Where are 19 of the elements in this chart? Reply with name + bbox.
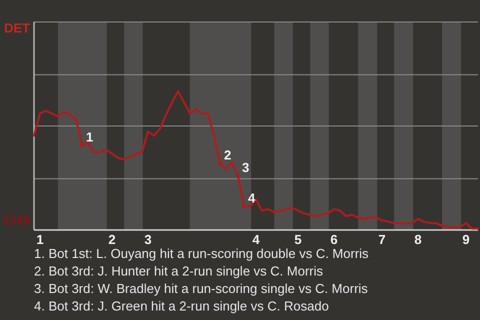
text: CHS <box>3 212 32 228</box>
series-label: 2 <box>224 147 232 162</box>
x-tick-label: 6 <box>330 232 338 247</box>
x-tick-label: 5 <box>294 232 302 247</box>
series-label: 4 <box>248 190 256 206</box>
series-label: 1 <box>86 129 94 144</box>
x-tick-label: 2 <box>108 232 116 247</box>
x-tick-label: 4 <box>252 232 260 247</box>
text: 4. Bot 3rd: J. Green hit a 2-run single vs C. Rosado <box>34 298 329 314</box>
x-tick-label: 3 <box>144 232 152 247</box>
text: DET <box>4 20 30 36</box>
series-label: 3 <box>242 160 250 175</box>
text: 3. Bot 3rd: W. Bradley hit a run-scoring single vs C. Morris <box>34 281 368 296</box>
x-tick-label: 8 <box>414 232 422 247</box>
text: 1. Bot 1st: L. Ouyang hit a run-scoring double vs C. Morris <box>34 246 370 261</box>
x-tick-label: 1 <box>36 232 44 247</box>
x-tick-label: 9 <box>462 232 470 247</box>
x-tick-label: 7 <box>378 232 386 247</box>
text: 2. Bot 3rd: J. Hunter hit a 2-run single vs C. Morris <box>34 264 324 278</box>
